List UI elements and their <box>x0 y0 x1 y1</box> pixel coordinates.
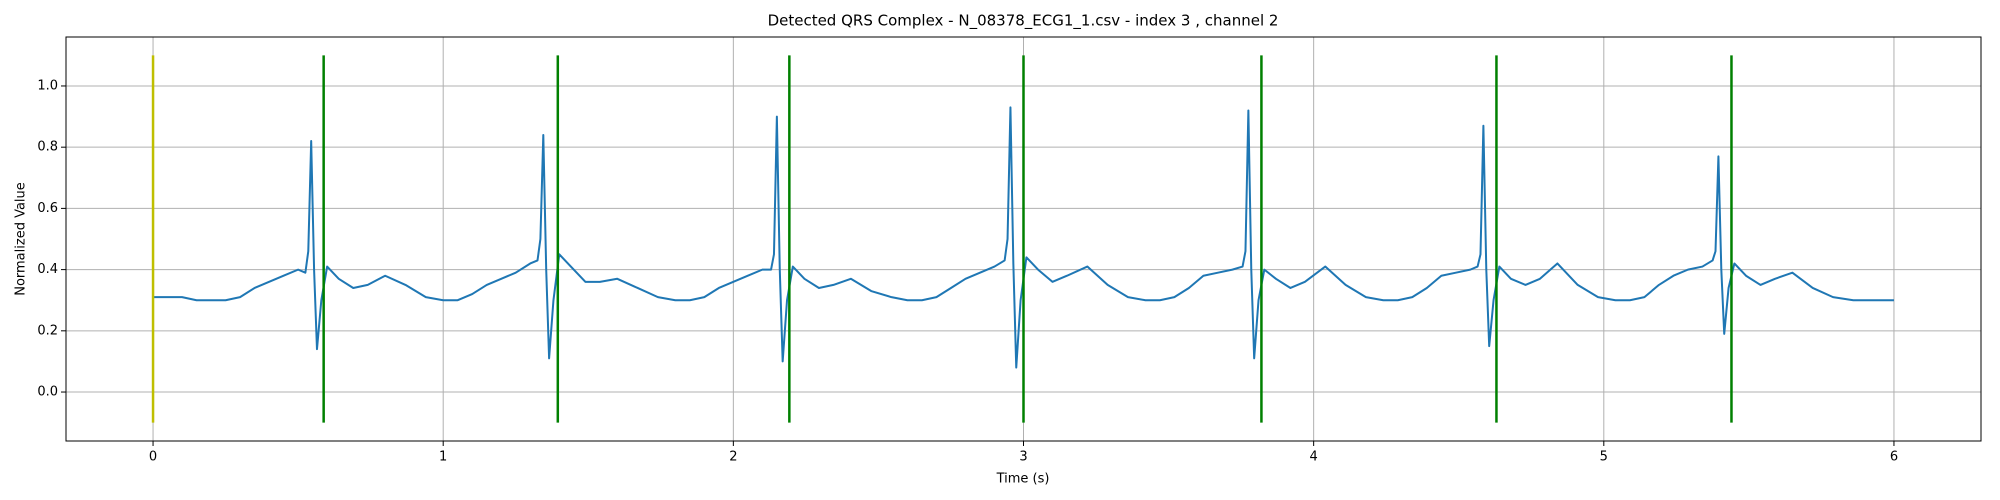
y-tick-label: 1.0 <box>37 78 58 93</box>
y-axis-label: Normalized Value <box>14 182 29 296</box>
y-tick-label: 0.8 <box>37 140 58 155</box>
plot-frame <box>65 36 1982 442</box>
x-tick-label: 1 <box>439 450 447 465</box>
x-tick-label: 4 <box>1310 450 1318 465</box>
x-tick-label: 2 <box>729 450 737 465</box>
x-axis-label: Time (s) <box>996 472 1050 487</box>
x-tick-label: 0 <box>149 450 157 465</box>
y-tick-label: 0.0 <box>37 385 58 400</box>
y-tick-label: 0.6 <box>37 201 58 216</box>
y-tick-label: 0.2 <box>37 323 58 338</box>
x-tick-label: 5 <box>1600 450 1608 465</box>
x-tick-label: 3 <box>1019 450 1027 465</box>
chart-title: Detected QRS Complex - N_08378_ECG1_1.cs… <box>768 12 1279 31</box>
x-tick-label: 6 <box>1890 450 1898 465</box>
ecg-line <box>153 106 1894 369</box>
y-tick-label: 0.4 <box>37 262 58 277</box>
